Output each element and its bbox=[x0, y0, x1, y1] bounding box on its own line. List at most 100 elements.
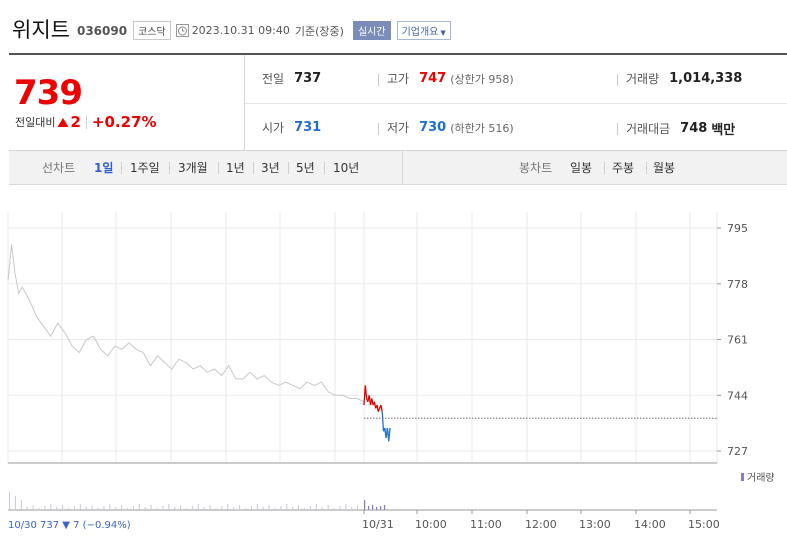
volume-bar bbox=[186, 508, 187, 510]
volume-bar bbox=[85, 507, 87, 510]
divider bbox=[169, 162, 170, 174]
volume-bar bbox=[233, 507, 235, 510]
volume-bar bbox=[73, 506, 75, 510]
period-3m[interactable]: 3개월 bbox=[178, 161, 208, 175]
toolbar-divider bbox=[402, 151, 403, 185]
divider bbox=[617, 123, 618, 135]
high-price: 고가 747 (상한가 958) bbox=[387, 70, 514, 87]
volume-legend-swatch bbox=[741, 473, 744, 481]
volume-bar bbox=[262, 507, 264, 510]
volume-bar bbox=[351, 507, 353, 510]
volume-bar bbox=[162, 506, 164, 510]
company-overview-label: 기업개요 bbox=[401, 27, 439, 38]
divider bbox=[324, 162, 325, 174]
market-badge: 코스닥 bbox=[133, 21, 171, 40]
volume-bar bbox=[197, 504, 199, 510]
candle-daily[interactable]: 일봉 bbox=[570, 161, 593, 175]
period-3y[interactable]: 3년 bbox=[261, 161, 280, 175]
volume-bar bbox=[168, 504, 170, 510]
volume-bar bbox=[286, 504, 288, 510]
period-1d[interactable]: 1일 bbox=[94, 161, 114, 175]
volume-bar bbox=[309, 506, 311, 510]
period-1y[interactable]: 1년 bbox=[226, 161, 245, 175]
divider bbox=[288, 162, 289, 174]
prev-close-value: 737 bbox=[294, 71, 322, 86]
candle-monthly[interactable]: 월봉 bbox=[653, 161, 676, 175]
stock-name: 위지트 bbox=[12, 18, 70, 42]
volume-value: 1,014,338 bbox=[669, 71, 743, 86]
divider bbox=[378, 123, 379, 135]
volume-bar bbox=[239, 505, 241, 510]
series-today bbox=[363, 385, 391, 442]
prev-close-label: 전일 bbox=[262, 72, 285, 86]
volume-bar bbox=[298, 505, 300, 510]
change-amount: 2 bbox=[70, 113, 81, 131]
divider bbox=[121, 162, 122, 174]
period-1w[interactable]: 1주일 bbox=[130, 161, 160, 175]
volume-bar bbox=[38, 508, 40, 510]
divider bbox=[378, 74, 379, 86]
realtime-button[interactable]: 실시간 bbox=[352, 21, 391, 40]
volume-bar bbox=[91, 505, 93, 510]
volume-bar bbox=[150, 505, 152, 510]
volume-bar bbox=[68, 508, 69, 510]
volume-legend-label: 거래량 bbox=[747, 472, 775, 484]
volume-bar bbox=[97, 508, 99, 510]
divider bbox=[85, 115, 87, 129]
change-label: 전일대비 bbox=[15, 116, 56, 129]
volume-bar bbox=[315, 504, 317, 510]
x-tick-label: 10:00 bbox=[415, 518, 447, 531]
volume-bar bbox=[380, 506, 382, 510]
candle-weekly[interactable]: 주봉 bbox=[612, 161, 635, 175]
volume-bar bbox=[174, 507, 176, 510]
volume-bar bbox=[384, 505, 386, 510]
volume-bar bbox=[292, 507, 294, 510]
volume-label: 거래량 bbox=[626, 72, 660, 86]
trade-amount-unit: 백만 bbox=[711, 123, 736, 138]
x-axis-ticks: 10/31 10:00 11:00 12:00 13:00 14:00 15:00 bbox=[362, 510, 720, 531]
volume-bar bbox=[26, 507, 28, 510]
x-tick-label: 15:00 bbox=[688, 518, 720, 531]
volume-bar bbox=[127, 508, 128, 510]
change-rate: +0.27% bbox=[91, 113, 157, 131]
x-tick-label: 12:00 bbox=[525, 518, 557, 531]
volume-bar bbox=[32, 505, 34, 510]
volume-bars bbox=[9, 492, 386, 510]
y-tick-label: 744 bbox=[727, 389, 748, 402]
y-tick-label: 761 bbox=[727, 334, 748, 347]
volume-bar bbox=[14, 496, 16, 510]
prev-day-info: 10/30 737 ▼ 7 (−0.94%) bbox=[8, 520, 131, 531]
volume-bar bbox=[372, 505, 374, 510]
line-chart-label: 선차트 bbox=[42, 161, 76, 175]
high-value: 747 bbox=[419, 71, 447, 86]
volume-bar bbox=[144, 507, 146, 510]
volume-bar bbox=[79, 504, 81, 510]
y-axis-ticks: 795 778 761 744 727 bbox=[717, 222, 748, 458]
low-price: 저가 730 (하한가 516) bbox=[387, 119, 514, 136]
volume-bar bbox=[364, 500, 366, 510]
quote-basis: 기준(장중) bbox=[294, 24, 344, 38]
trade-amount: 거래대금 748 백만 bbox=[626, 119, 735, 138]
period-5y[interactable]: 5년 bbox=[296, 161, 315, 175]
price-chart[interactable]: 795 778 761 744 727 거래량 10/31 10:00 11:00 12:00… bbox=[0, 186, 787, 540]
period-10y[interactable]: 10년 bbox=[333, 161, 360, 175]
volume-bar bbox=[62, 505, 64, 510]
volume-bar bbox=[156, 508, 158, 510]
chart-toolbar: 선차트 1일 1주일 3개월 1년 3년 5년 10년 봉차트 일봉 주봉 월봉 bbox=[9, 151, 787, 185]
volume-bar bbox=[250, 506, 252, 510]
price-box: 739 전일대비 2 +0.27% bbox=[9, 55, 245, 151]
volume-bar bbox=[304, 508, 305, 510]
volume-bar bbox=[376, 507, 378, 510]
volume-bar bbox=[339, 506, 341, 510]
volume-bar bbox=[333, 508, 335, 510]
company-overview-button[interactable]: 기업개요 ▼ bbox=[396, 21, 451, 40]
volume-bar bbox=[50, 504, 52, 510]
chevron-down-icon: ▼ bbox=[440, 29, 446, 37]
x-tick-label: 11:00 bbox=[470, 518, 502, 531]
volume-bar bbox=[357, 505, 359, 510]
divider bbox=[604, 162, 605, 174]
volume-bar bbox=[44, 506, 46, 510]
y-tick-label: 778 bbox=[727, 278, 748, 291]
volume-bar bbox=[221, 506, 223, 510]
price-segment bbox=[381, 411, 385, 432]
